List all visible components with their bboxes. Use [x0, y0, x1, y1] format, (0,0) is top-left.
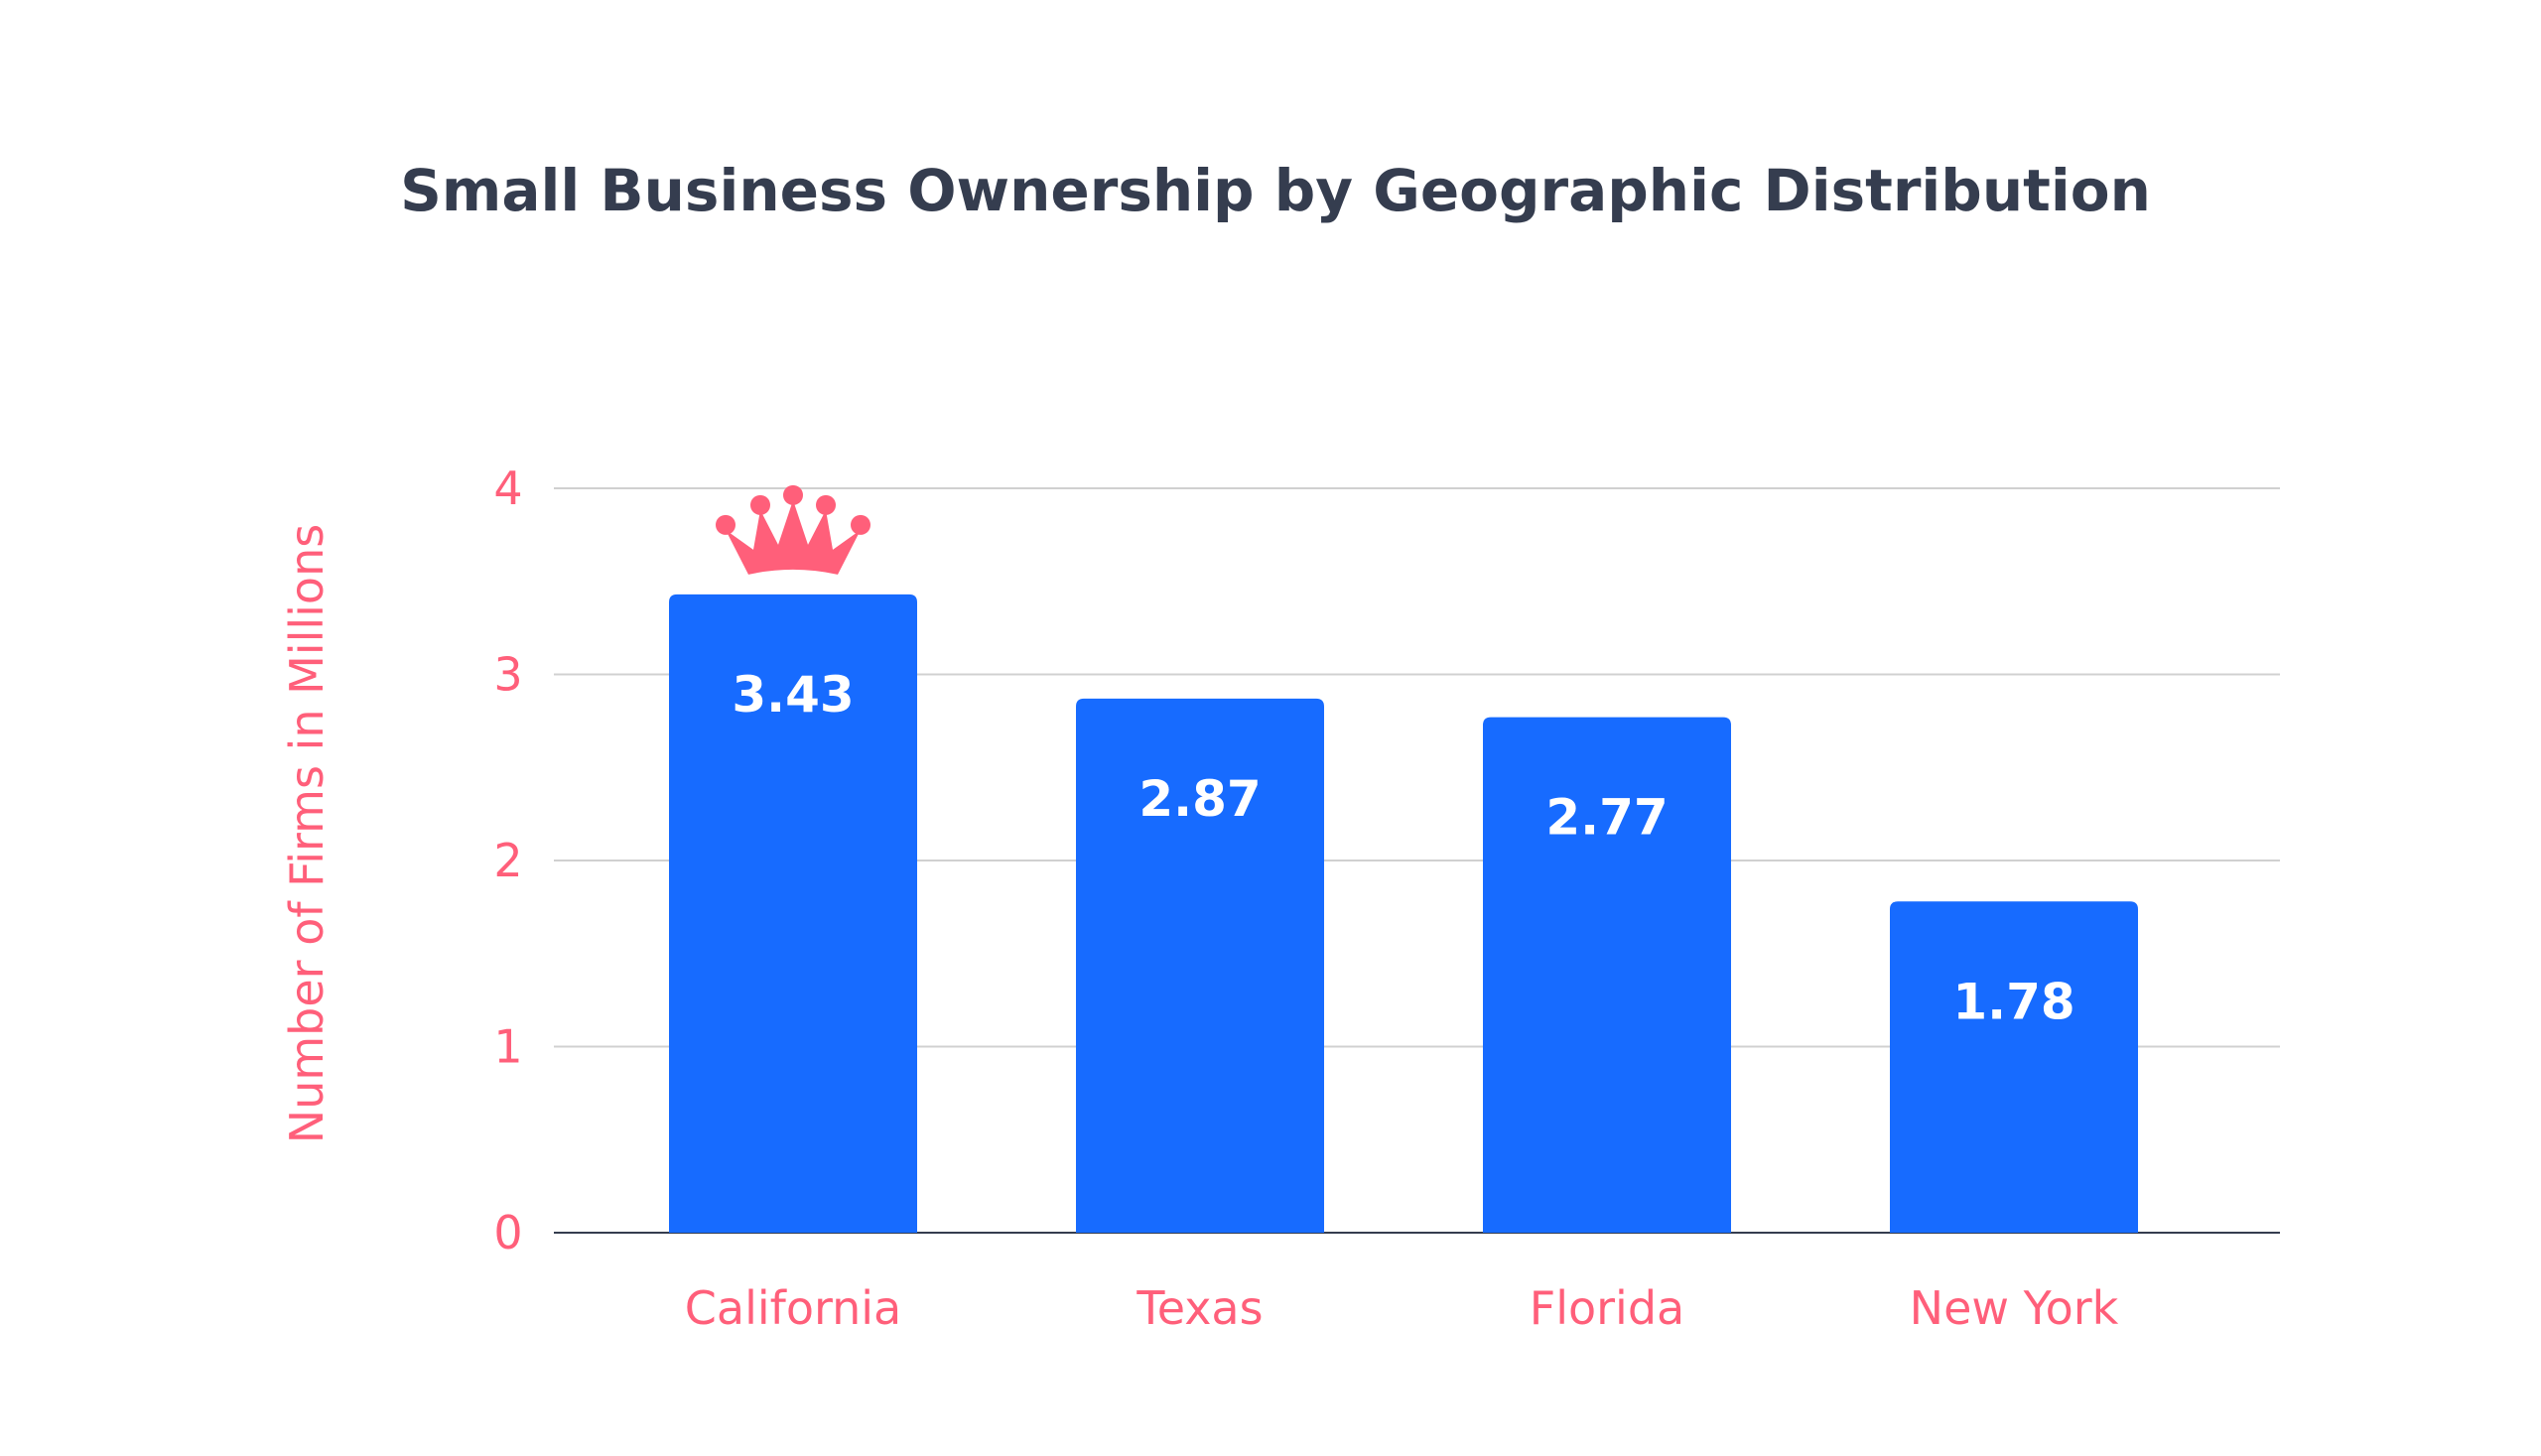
bar	[1483, 717, 1731, 1233]
data-label: 1.78	[1952, 973, 2074, 1030]
data-label: 2.87	[1138, 770, 1261, 828]
chart-title: Small Business Ownership by Geographic D…	[400, 157, 2151, 224]
x-tick-label: New York	[1910, 1281, 2119, 1335]
y-tick-label: 0	[493, 1206, 522, 1259]
bar	[1890, 901, 2138, 1233]
bar	[1076, 698, 1324, 1233]
y-tick-label: 1	[493, 1020, 522, 1074]
y-tick-label: 2	[493, 834, 522, 887]
data-label: 2.77	[1545, 789, 1668, 847]
y-tick-label: 4	[493, 462, 522, 515]
y-tick-label: 3	[493, 648, 522, 702]
y-axis-label: Number of Firms in Millions	[280, 524, 334, 1143]
crown-icon	[716, 484, 870, 575]
x-tick-label: Texas	[1136, 1281, 1263, 1335]
data-label: 3.43	[732, 666, 854, 724]
x-tick-label: Florida	[1530, 1281, 1684, 1335]
bar	[669, 594, 917, 1233]
x-tick-label: California	[685, 1281, 901, 1335]
